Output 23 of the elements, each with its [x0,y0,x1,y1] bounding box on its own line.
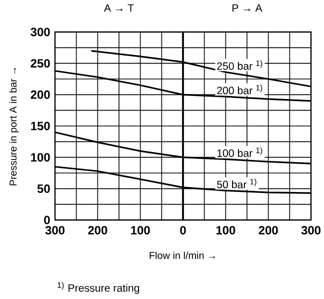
x-axis-title: Flow in l/min → [150,252,215,259]
y-tick-label: 0 [44,216,50,224]
series-label: 200 bar $^{1)}$ [217,84,262,94]
y-tick-label: 300 [30,28,50,36]
y-tick-label: 250 [30,59,50,68]
y-tick-label: 200 [30,90,50,99]
x-tick-label: 200 [258,226,278,234]
x-tick-label: 200 [88,226,108,234]
series-label: 50 bar $^{1)}$ [217,178,256,188]
series-label: 250 bar $^{1)}$ [217,60,262,70]
text: $^{1)}$ Pressure rating [58,282,140,294]
y-tick-label: 50 [37,184,50,193]
y-tick-label: 100 [31,153,50,162]
text: P → A [232,4,262,12]
series-label: 100 bar $^{1)}$ [217,147,262,157]
x-tick-label: 300 [301,226,320,234]
x-tick-label: 300 [45,226,64,234]
x-tick-label: 100 [131,226,150,234]
y-tick-label: 150 [31,122,50,130]
y-axis-title: Pressure in port A in bar → [9,68,19,186]
x-tick-label: 100 [216,226,236,234]
x-tick-label: 0 [180,226,186,234]
text: A → T [104,4,134,12]
